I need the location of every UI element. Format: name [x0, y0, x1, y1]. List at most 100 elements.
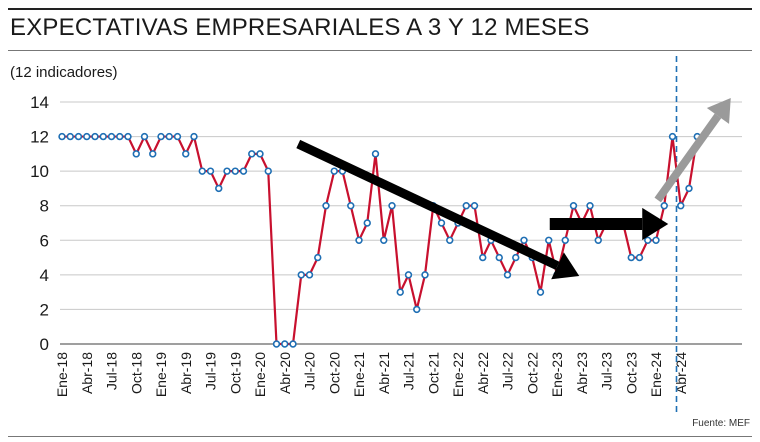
data-point [388, 202, 396, 210]
data-point [685, 184, 693, 193]
y-tick-label: 0 [40, 335, 49, 354]
x-tick-label: Abr-19 [178, 352, 194, 394]
data-point [569, 202, 578, 210]
data-point [404, 271, 413, 279]
data-point [239, 167, 248, 175]
data-point [652, 236, 660, 244]
y-tick-label: 2 [40, 300, 49, 319]
x-tick-label: Oct-20 [326, 352, 342, 394]
x-tick-label: Ene-18 [54, 352, 70, 397]
chart-title: EXPECTATIVAS EMPRESARIALES A 3 Y 12 MESE… [10, 14, 590, 41]
data-point [479, 253, 487, 262]
data-point [470, 202, 479, 210]
data-point [635, 253, 644, 262]
x-tick-label: Jul-18 [104, 352, 120, 390]
uptrend-arrow-head [706, 98, 731, 124]
flat-trend-arrow-head [642, 207, 669, 241]
data-point [594, 236, 602, 244]
data-point [561, 236, 569, 244]
data-point [99, 132, 107, 141]
x-tick-label: Jul-21 [401, 352, 417, 390]
data-point [668, 132, 677, 141]
data-point [512, 253, 520, 262]
y-tick-label: 14 [30, 93, 49, 112]
y-tick-label: 8 [40, 197, 49, 216]
data-point [536, 288, 545, 296]
data-point [206, 167, 215, 175]
data-point [503, 271, 512, 279]
y-axis-unit-label: (12 indicadores) [10, 64, 118, 81]
x-tick-label: Ene-20 [252, 352, 268, 397]
data-point [413, 305, 421, 314]
x-tick-label: Abr-23 [574, 352, 590, 394]
data-point [330, 167, 338, 175]
data-point [231, 167, 239, 175]
downtrend-arrow [296, 139, 560, 270]
data-point [347, 202, 355, 210]
x-tick-label: Ene-19 [153, 352, 169, 397]
uptrend-arrow [654, 113, 722, 203]
data-point [545, 236, 553, 244]
y-tick-label: 6 [40, 231, 49, 250]
data-point [215, 184, 223, 193]
data-point [190, 132, 198, 141]
x-tick-label: Jul-23 [599, 352, 615, 390]
x-tick-label: Oct-22 [524, 352, 540, 394]
data-point [520, 236, 528, 244]
data-point [396, 288, 404, 296]
x-tick-label: Ene-21 [351, 352, 367, 397]
data-point [677, 202, 685, 210]
y-tick-label: 4 [40, 266, 49, 285]
data-point [421, 271, 429, 279]
data-point [380, 236, 388, 244]
data-point [198, 167, 206, 175]
data-point [74, 132, 83, 141]
source-note: Fuente: MEF [692, 418, 750, 429]
data-point [140, 132, 149, 141]
data-point [83, 132, 91, 141]
data-point [91, 132, 99, 141]
x-tick-label: Oct-21 [425, 352, 441, 394]
x-tick-label: Ene-23 [549, 352, 565, 397]
downtrend-arrow-head [551, 252, 580, 280]
data-point [281, 340, 289, 348]
data-point [495, 253, 503, 262]
data-point [314, 253, 322, 262]
data-point [124, 132, 132, 141]
bottom-rule [8, 436, 752, 437]
x-tick-label: Jul-20 [302, 352, 318, 390]
data-point [446, 236, 454, 244]
data-point [363, 219, 371, 227]
y-tick-label: 12 [30, 128, 49, 147]
title-divider [8, 50, 752, 51]
data-point [173, 132, 182, 141]
data-point [182, 150, 190, 158]
data-point [462, 202, 470, 210]
data-point [165, 132, 173, 141]
top-rule [8, 8, 752, 10]
x-tick-label: Abr-18 [79, 352, 95, 394]
data-point [322, 202, 330, 210]
x-tick-label: Oct-23 [623, 352, 639, 394]
data-point [107, 132, 116, 141]
data-point [157, 132, 165, 141]
x-tick-label: Abr-21 [376, 352, 392, 394]
data-point [289, 340, 297, 348]
data-point [644, 236, 652, 244]
data-point [437, 219, 446, 227]
data-point [371, 150, 380, 158]
data-point [660, 202, 668, 210]
x-tick-label: Abr-22 [475, 352, 491, 394]
x-tick-label: Abr-20 [277, 352, 293, 394]
data-point [586, 202, 594, 210]
data-point [272, 340, 281, 348]
x-tick-label: Ene-24 [648, 352, 664, 397]
x-tick-label: Abr-24 [673, 352, 689, 394]
y-tick-label: 10 [30, 162, 49, 181]
data-point [305, 271, 314, 279]
data-point [223, 167, 231, 175]
data-point [116, 132, 124, 141]
x-tick-label: Oct-18 [128, 352, 144, 394]
